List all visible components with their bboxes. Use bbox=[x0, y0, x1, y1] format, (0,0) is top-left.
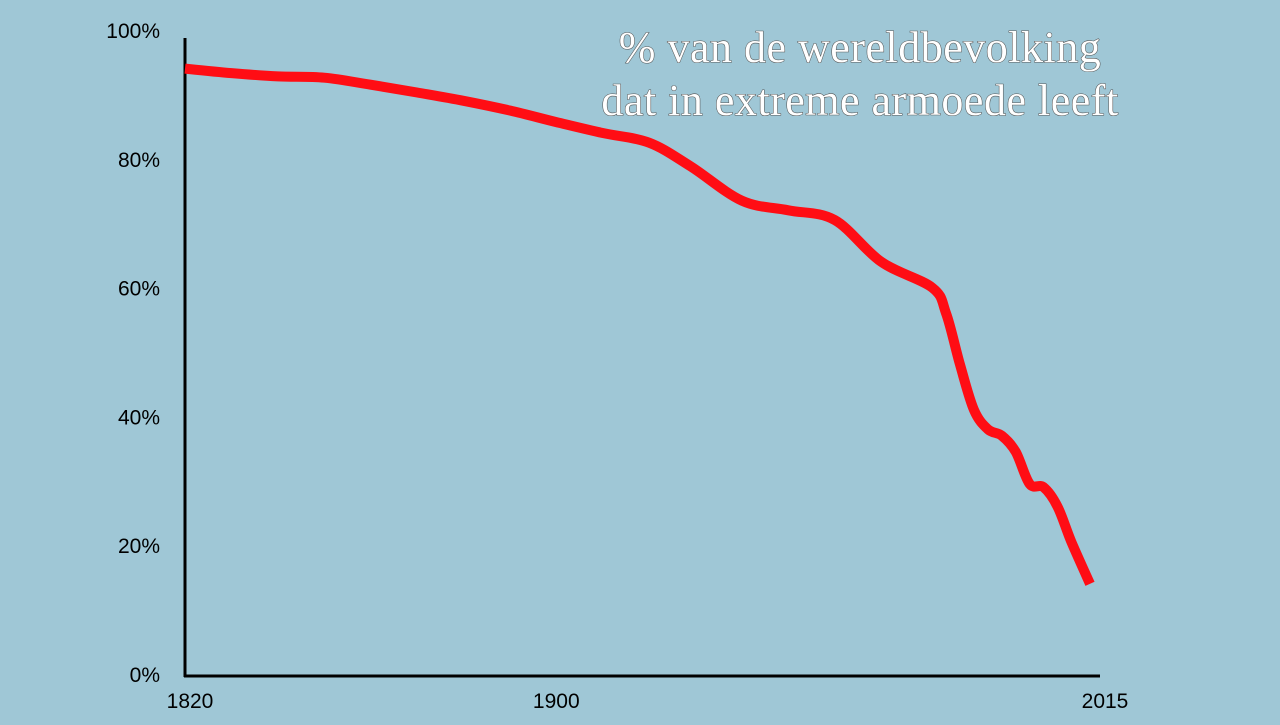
y-tick-label: 20% bbox=[118, 535, 160, 558]
x-tick-label: 2015 bbox=[1082, 690, 1129, 713]
series-line bbox=[184, 63, 1095, 586]
y-tick-label: 0% bbox=[130, 664, 160, 687]
chart-title-line-2: dat in extreme armoede leeft bbox=[601, 76, 1118, 125]
y-tick-label: 100% bbox=[106, 20, 160, 43]
y-tick-label: 80% bbox=[118, 149, 160, 172]
x-tick-labels: 1820 1900 2015 bbox=[167, 690, 1129, 713]
series-layer bbox=[184, 63, 1095, 586]
x-tick-label: 1900 bbox=[533, 690, 580, 713]
chart-title-line-1: % van de wereldbevolking bbox=[619, 23, 1101, 72]
y-tick-labels: 0% 20% 40% 60% 80% 100% bbox=[106, 20, 160, 687]
x-tick-label: 1820 bbox=[167, 690, 214, 713]
y-tick-label: 40% bbox=[118, 406, 160, 429]
y-tick-label: 60% bbox=[118, 278, 160, 301]
